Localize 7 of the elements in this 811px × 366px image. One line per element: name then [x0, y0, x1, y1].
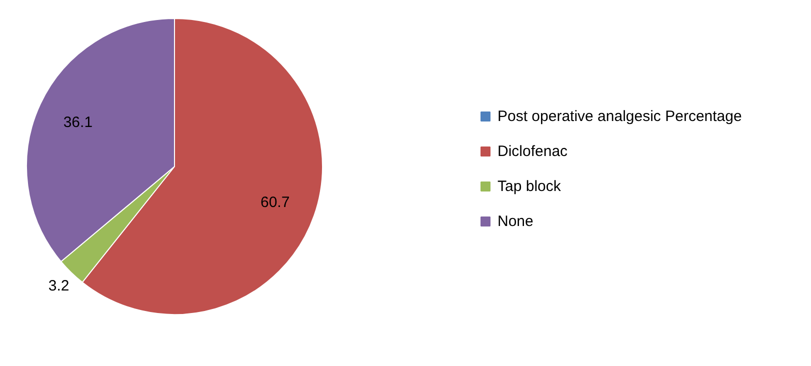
legend-label: Diclofenac — [498, 143, 568, 160]
legend-label: Tap block — [498, 178, 562, 195]
data-label: 60.7 — [260, 194, 290, 212]
legend-label: Post operative analgesic Percentage — [498, 108, 742, 125]
legend-label: None — [498, 213, 534, 230]
data-label: 36.1 — [63, 114, 93, 131]
data-label: 3.2 — [48, 278, 70, 295]
